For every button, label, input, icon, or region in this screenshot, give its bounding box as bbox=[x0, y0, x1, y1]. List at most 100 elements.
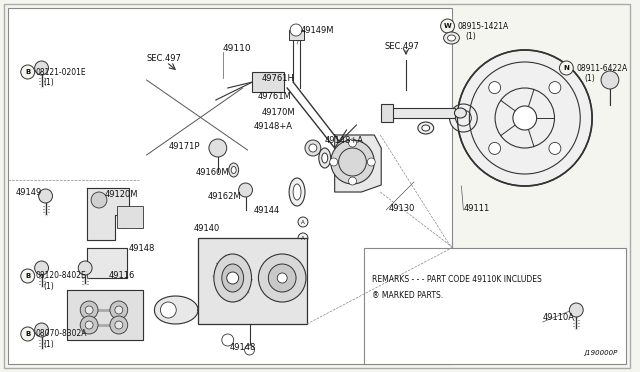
Circle shape bbox=[570, 303, 583, 317]
Text: (1): (1) bbox=[44, 282, 54, 291]
Circle shape bbox=[239, 183, 253, 197]
Text: 49148+A: 49148+A bbox=[253, 122, 292, 131]
Circle shape bbox=[85, 321, 93, 329]
Circle shape bbox=[367, 158, 375, 166]
Circle shape bbox=[244, 345, 255, 355]
Circle shape bbox=[80, 301, 98, 319]
Polygon shape bbox=[154, 296, 198, 324]
Circle shape bbox=[440, 19, 454, 33]
Text: 49148+A: 49148+A bbox=[324, 135, 364, 144]
Text: 08915-1421A: 08915-1421A bbox=[458, 22, 509, 31]
Ellipse shape bbox=[293, 184, 301, 200]
Text: (1): (1) bbox=[44, 340, 54, 349]
Text: 49110: 49110 bbox=[223, 44, 252, 52]
Text: W: W bbox=[444, 23, 451, 29]
Text: 49761H: 49761H bbox=[261, 74, 294, 83]
Ellipse shape bbox=[289, 178, 305, 206]
Circle shape bbox=[35, 61, 49, 75]
Polygon shape bbox=[67, 290, 143, 340]
Circle shape bbox=[305, 140, 321, 156]
Circle shape bbox=[20, 65, 35, 79]
Circle shape bbox=[601, 71, 619, 89]
Text: 49110A: 49110A bbox=[543, 314, 575, 323]
Circle shape bbox=[35, 261, 49, 275]
Circle shape bbox=[35, 323, 49, 337]
Circle shape bbox=[298, 217, 308, 227]
Circle shape bbox=[209, 139, 227, 157]
Ellipse shape bbox=[214, 254, 252, 302]
Text: B: B bbox=[25, 273, 30, 279]
Text: A: A bbox=[301, 219, 305, 224]
Text: 49120M: 49120M bbox=[105, 189, 138, 199]
Circle shape bbox=[110, 316, 128, 334]
Circle shape bbox=[549, 81, 561, 94]
Ellipse shape bbox=[319, 148, 331, 168]
Text: 49144: 49144 bbox=[253, 205, 280, 215]
Text: 49160M: 49160M bbox=[196, 167, 230, 176]
Bar bbox=[364, 248, 626, 364]
Circle shape bbox=[38, 189, 52, 203]
Circle shape bbox=[268, 264, 296, 292]
Circle shape bbox=[290, 24, 302, 36]
Polygon shape bbox=[87, 248, 127, 278]
Text: 08911-6422A: 08911-6422A bbox=[576, 64, 628, 73]
Bar bbox=[198, 238, 307, 324]
Circle shape bbox=[115, 321, 123, 329]
Circle shape bbox=[277, 273, 287, 283]
Ellipse shape bbox=[418, 122, 434, 134]
Text: 49162M: 49162M bbox=[208, 192, 241, 201]
Bar bbox=[253, 72, 284, 92]
Circle shape bbox=[449, 104, 477, 132]
Circle shape bbox=[85, 306, 93, 314]
Circle shape bbox=[119, 216, 131, 228]
Bar bbox=[289, 30, 304, 40]
Text: (1): (1) bbox=[44, 77, 54, 87]
Ellipse shape bbox=[231, 167, 236, 173]
Circle shape bbox=[227, 272, 239, 284]
Circle shape bbox=[489, 142, 500, 154]
Text: SEC.497: SEC.497 bbox=[384, 42, 419, 51]
Text: 08070-8302A: 08070-8302A bbox=[36, 330, 87, 339]
Text: REMARKS - - - PART CODE 49110K INCLUDES: REMARKS - - - PART CODE 49110K INCLUDES bbox=[372, 276, 542, 285]
Circle shape bbox=[298, 233, 308, 243]
Ellipse shape bbox=[222, 264, 244, 292]
Bar bbox=[381, 104, 393, 122]
Text: 49130: 49130 bbox=[388, 203, 415, 212]
Text: 08121-0201E: 08121-0201E bbox=[36, 67, 86, 77]
Text: 08120-8402E: 08120-8402E bbox=[36, 272, 86, 280]
Bar bbox=[8, 8, 451, 364]
Text: 49149: 49149 bbox=[16, 187, 42, 196]
Ellipse shape bbox=[447, 35, 456, 41]
Text: 49140: 49140 bbox=[194, 224, 220, 232]
Ellipse shape bbox=[454, 108, 467, 118]
Circle shape bbox=[309, 144, 317, 152]
Bar bbox=[386, 108, 456, 118]
Text: B: B bbox=[25, 331, 30, 337]
Circle shape bbox=[489, 81, 500, 94]
Circle shape bbox=[259, 254, 306, 302]
Text: (1): (1) bbox=[465, 32, 476, 41]
Ellipse shape bbox=[444, 32, 460, 44]
Text: J190000P: J190000P bbox=[584, 350, 618, 356]
Text: 49111: 49111 bbox=[463, 203, 490, 212]
Text: 49148: 49148 bbox=[129, 244, 155, 253]
Circle shape bbox=[549, 142, 561, 154]
Text: N: N bbox=[563, 65, 570, 71]
Circle shape bbox=[91, 192, 107, 208]
Ellipse shape bbox=[228, 163, 239, 177]
Polygon shape bbox=[335, 135, 381, 192]
Text: ® MARKED PARTS.: ® MARKED PARTS. bbox=[372, 292, 444, 301]
Text: B: B bbox=[25, 69, 30, 75]
Circle shape bbox=[78, 261, 92, 275]
Text: 49116: 49116 bbox=[109, 272, 135, 280]
Circle shape bbox=[349, 139, 356, 147]
Polygon shape bbox=[87, 188, 129, 240]
Circle shape bbox=[330, 158, 338, 166]
Text: 49149M: 49149M bbox=[301, 26, 335, 35]
Ellipse shape bbox=[322, 153, 328, 163]
Circle shape bbox=[20, 269, 35, 283]
Circle shape bbox=[115, 306, 123, 314]
Text: 49171P: 49171P bbox=[168, 141, 200, 151]
Circle shape bbox=[110, 301, 128, 319]
Circle shape bbox=[458, 50, 592, 186]
